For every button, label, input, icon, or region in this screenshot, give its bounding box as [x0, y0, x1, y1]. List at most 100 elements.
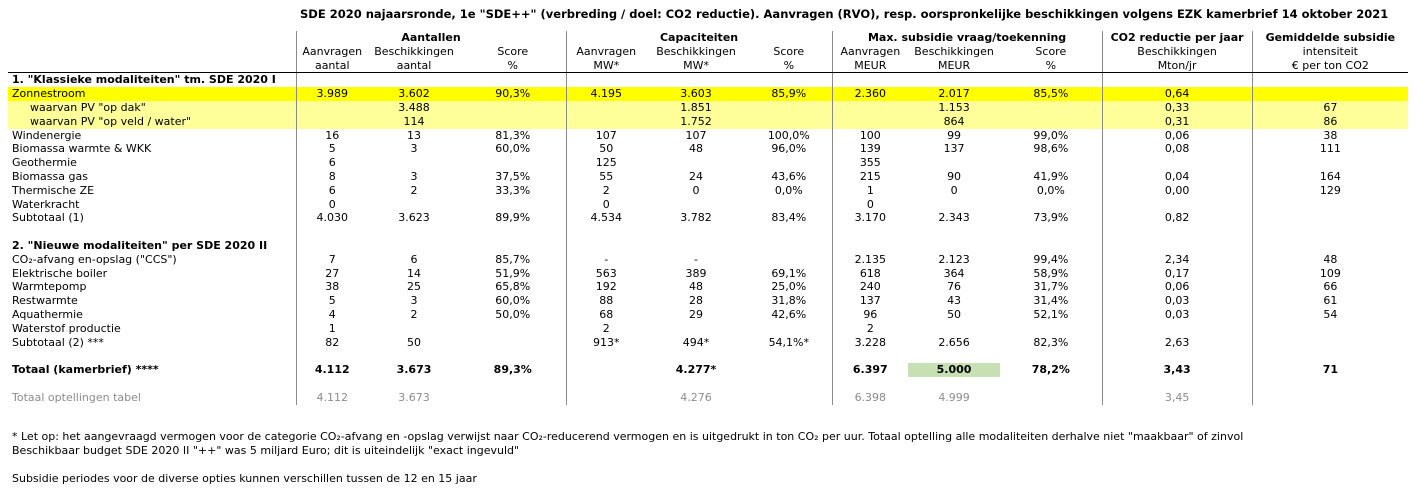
cell-value: 3.673 [398, 390, 430, 404]
cell-value: 73,9% [1033, 211, 1069, 225]
cell-value: 85,7% [495, 252, 531, 266]
cell-value [746, 363, 832, 377]
cell-value: 86 [1251, 114, 1409, 129]
cell-value: 48 [689, 280, 704, 294]
section-header-classic: 1. "Klassieke modaliteiten" tm. SDE 2020… [8, 72, 1409, 88]
spacer [368, 73, 460, 87]
table-row: CO₂-afvang en-opslag ("CCS") 7 6 85,7% - - 2.1… [8, 252, 1409, 267]
row-label: Zonnestroom [8, 87, 296, 101]
section-title: 1. "Klassieke modaliteiten" tm. SDE 2020… [12, 73, 276, 87]
cell-value [1251, 335, 1409, 350]
cell-value [565, 363, 647, 377]
cell-value [908, 198, 1000, 212]
spacer [746, 349, 832, 363]
cell-value [460, 114, 567, 129]
table-row: Elektrische boiler 27 14 51,9% 563 389 69,1% 61… [8, 266, 1409, 281]
spacer [460, 239, 566, 253]
cell-value: 27 [295, 266, 368, 281]
cell-value [1101, 156, 1253, 170]
cell-value: 129 [1251, 183, 1409, 198]
cell-value: 31,7% [1033, 280, 1069, 294]
spacer [8, 225, 296, 239]
cell-value: 2.123 [938, 252, 970, 266]
column-header: intensiteit [1251, 44, 1409, 59]
table-row: Windenergie 16 13 81,3% 107 107 100,0% 100 99 99,… [8, 128, 1409, 143]
spacer [368, 377, 460, 391]
row-label: Aquathermie [12, 307, 83, 321]
cell-value: 16 [295, 128, 368, 143]
cell-value: 0,00 [1101, 183, 1253, 198]
cell-value: 0,03 [1101, 307, 1253, 322]
column-header: Beschikkingen [914, 44, 994, 58]
cell-value: 2.017 [908, 87, 1001, 101]
cell-value [565, 100, 647, 115]
row-label: Waterstof productie [12, 321, 121, 335]
table-row: waarvan PV "op dak" 3.488 1.851 1.153 0,33 67 [8, 100, 1409, 115]
cell-value [1251, 156, 1409, 170]
cell-value: 164 [1251, 169, 1409, 184]
spacer [565, 349, 647, 364]
spacer [1251, 72, 1409, 88]
cell-value: 0 [692, 183, 700, 197]
cell-value [746, 114, 833, 129]
cell-value: 99,4% [1033, 252, 1069, 266]
cell-value: 99 [947, 128, 962, 142]
cell-value: 54,1%* [768, 335, 810, 349]
cell-value: 4.112 [295, 390, 368, 405]
header-sub1: Aanvragen Beschikkingen Score Aanvragen Besc… [8, 44, 1409, 59]
cell-value: 1.752 [646, 114, 747, 129]
cell-value [831, 114, 909, 129]
cell-value: 83,4% [771, 211, 807, 225]
column-unit: aantal [368, 58, 460, 74]
cell-value: 1.153 [908, 100, 1001, 115]
spacer [646, 239, 746, 253]
table-row: Biomassa gas 8 3 37,5% 55 24 43,6% 215 90 41,9% 0,… [8, 169, 1409, 184]
spacer [1251, 376, 1409, 391]
cell-value: 494* [682, 335, 710, 349]
cell-value: 2 [410, 307, 418, 321]
cell-value [746, 198, 832, 212]
cell-value: 111 [1251, 142, 1409, 157]
cell-value [460, 391, 566, 405]
cell-value: 0,64 [1101, 87, 1253, 101]
cell-value: 913* [565, 335, 647, 350]
header-blank [8, 58, 296, 74]
spacer [460, 349, 566, 363]
spacer [746, 225, 832, 239]
cell-value: 100 [831, 128, 909, 143]
cell-value: 25 [407, 280, 421, 294]
cell-value [646, 198, 746, 212]
table-row: Aquathermie 4 2 50,0% 68 29 42,6% 96 50 52,1% 0,03… [8, 307, 1409, 322]
column-unit: MW* [646, 58, 747, 74]
cell-value [460, 100, 567, 115]
cell-value: 2.656 [938, 335, 970, 349]
table-row: Geothermie 6 125 355 [8, 156, 1409, 170]
cell-value [295, 114, 368, 129]
table-row: Waterkracht 0 0 0 [8, 197, 1409, 212]
spacer [565, 72, 647, 88]
cell-value [460, 322, 566, 336]
cell-value: 38 [295, 280, 368, 295]
cell-value: 3.170 [831, 211, 909, 226]
spacer [746, 377, 832, 391]
cell-value [1000, 198, 1102, 212]
spacer [1251, 225, 1409, 239]
cell-value: 3.603 [646, 87, 747, 101]
group-header: Aantallen [295, 31, 567, 45]
row-label: Warmtepomp [12, 280, 87, 294]
cell-value [1000, 114, 1103, 129]
spacer [295, 238, 368, 253]
cell-value: 43 [947, 294, 962, 308]
cell-value: 4.195 [565, 87, 647, 101]
table-row: Warmtepomp 38 25 65,8% 192 48 25,0% 240 76 31,7% 0… [8, 280, 1409, 295]
cell-value: 37,5% [495, 169, 531, 183]
table-row: Subtotaal (2) *** 82 50 913* 494* 54,1%* 3.228… [8, 335, 1409, 350]
column-unit: % [746, 58, 833, 74]
cell-value: 107 [685, 128, 707, 142]
spacer [746, 239, 832, 253]
cell-value: 76 [947, 280, 962, 294]
row-label: Totaal (kamerbrief) **** [12, 363, 159, 377]
cell-value: 81,3% [495, 128, 531, 142]
cell-value: 29 [689, 307, 704, 321]
row-label: CO₂-afvang en-opslag ("CCS") [12, 252, 177, 266]
